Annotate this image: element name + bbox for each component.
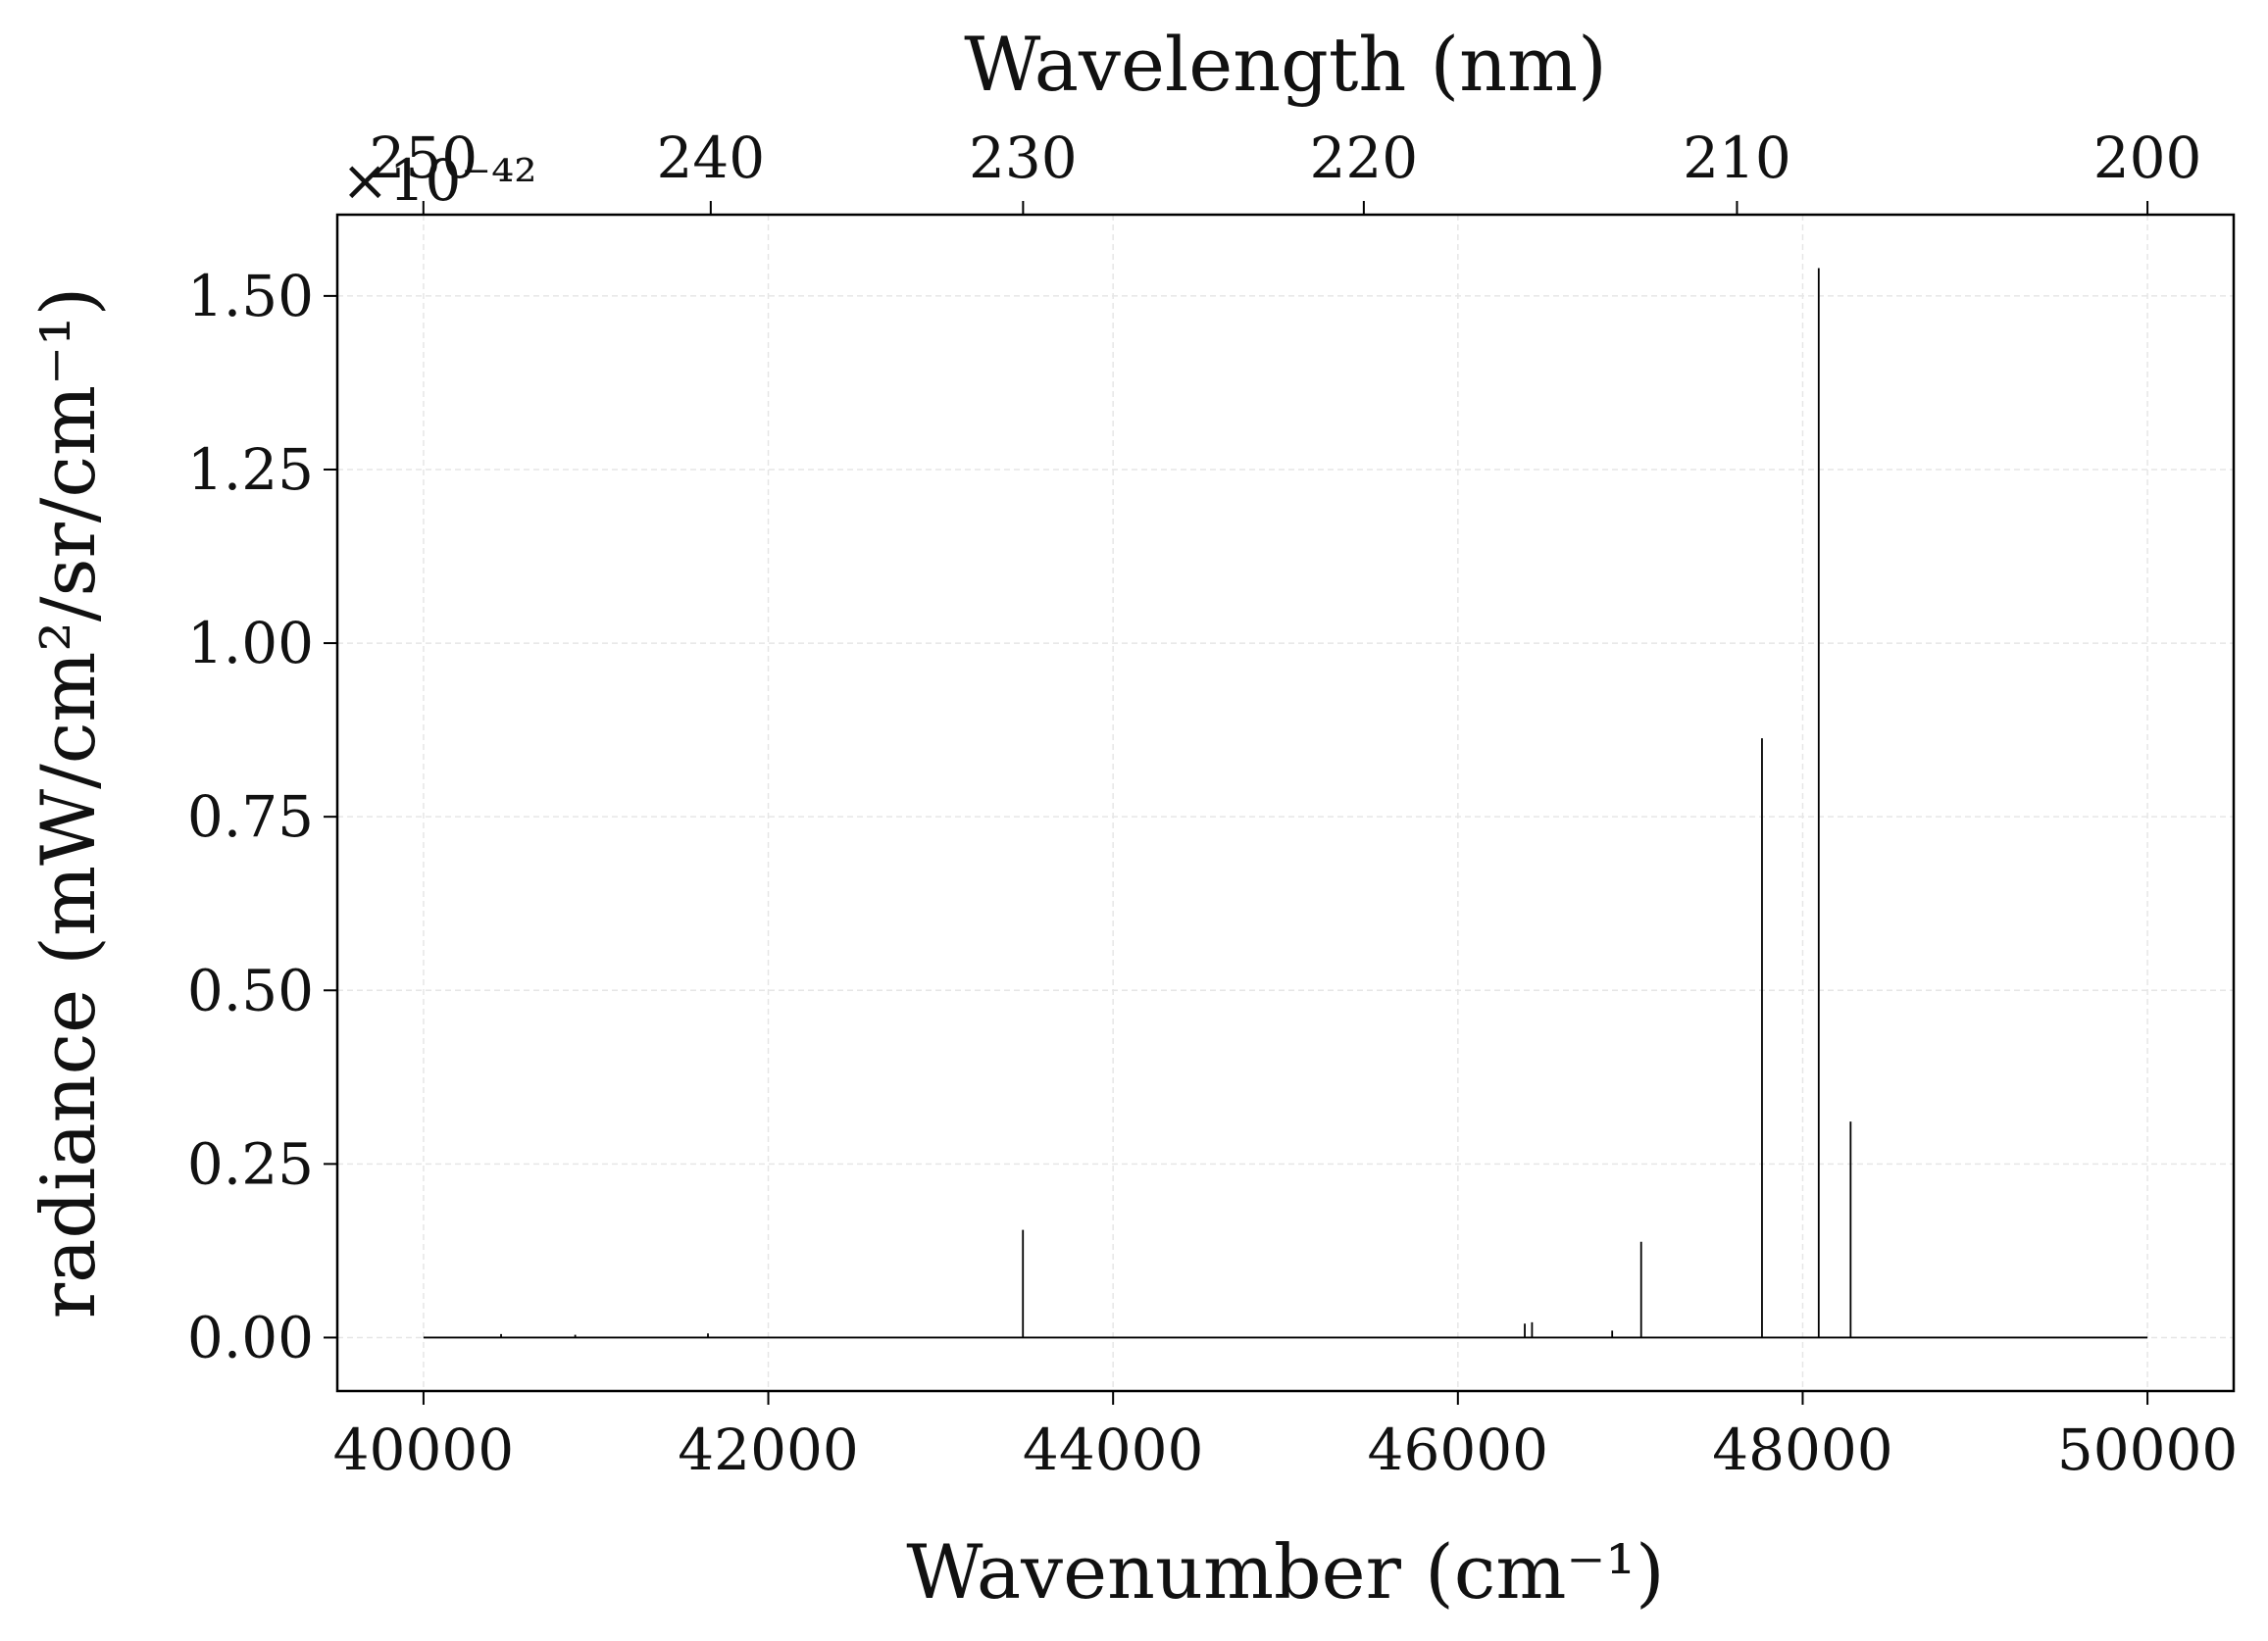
x-tick-label: 50000	[2057, 1417, 2239, 1483]
y-tick-label: 0.00	[187, 1304, 314, 1370]
y-axis-label: radiance (mW/cm²/sr/cm⁻¹)	[25, 287, 112, 1319]
x2-tick-label: 200	[2093, 124, 2202, 191]
y-offset-label: ×10⁻⁴²	[341, 147, 537, 214]
x2-axis-label: Wavelength (nm)	[964, 21, 1607, 108]
y-tick-label: 0.50	[187, 957, 314, 1023]
x-axis-label: Wavenumber (cm⁻¹)	[906, 1528, 1664, 1616]
x-tick-label: 44000	[1023, 1417, 1204, 1483]
y-tick-label: 1.25	[187, 436, 314, 503]
x2-tick-label: 250	[369, 124, 478, 191]
y-tick-label: 1.00	[187, 610, 314, 676]
x-tick-label: 46000	[1368, 1417, 1549, 1483]
x2-tick-label: 240	[656, 124, 765, 191]
x2-tick-label: 210	[1683, 124, 1791, 191]
y-tick-label: 0.25	[187, 1130, 314, 1197]
x-tick-label: 42000	[678, 1417, 859, 1483]
x2-tick-label: 230	[969, 124, 1078, 191]
y-tick-label: 1.50	[187, 263, 314, 329]
x-tick-label: 48000	[1712, 1417, 1893, 1483]
x2-tick-label: 220	[1310, 124, 1419, 191]
plot-frame	[335, 213, 2236, 1393]
spectrum-line	[423, 268, 2148, 1339]
y-tick-label: 0.75	[187, 783, 314, 850]
x-tick-label: 40000	[333, 1417, 515, 1483]
